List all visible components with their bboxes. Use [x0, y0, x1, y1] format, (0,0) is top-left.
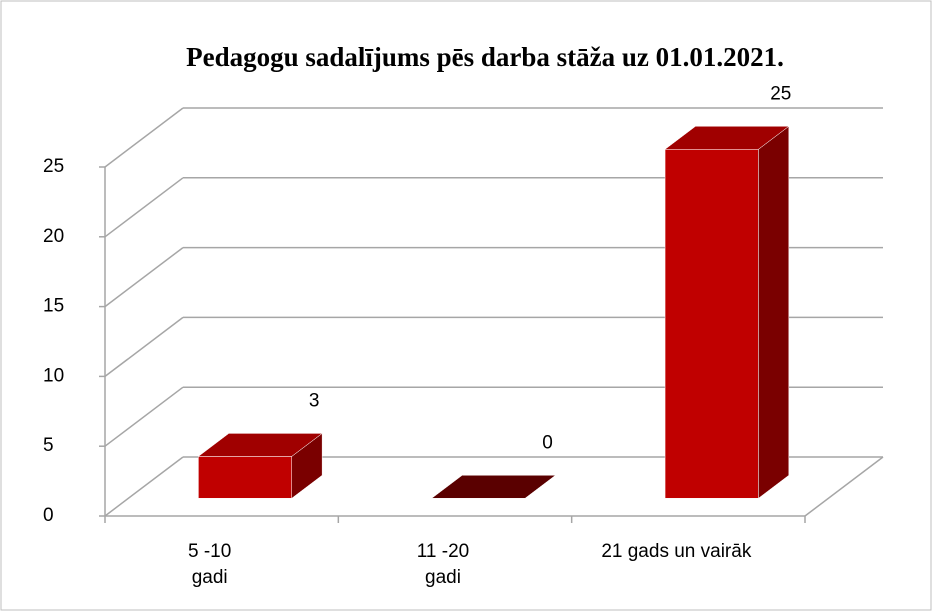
- y-tick-label: 15: [43, 296, 64, 317]
- x-tick-label: 21 gads un vairāk: [601, 541, 751, 562]
- grid-line-side: [104, 107, 184, 168]
- bar-front: [198, 456, 292, 499]
- bar-front: [664, 149, 759, 499]
- y-tick-label: 5: [43, 435, 54, 456]
- grid-line-side: [104, 316, 184, 377]
- bar-top: [197, 433, 323, 457]
- y-tick-label: 20: [43, 226, 64, 247]
- grid-line-side: [104, 386, 184, 447]
- bar-side: [758, 125, 790, 499]
- floor-right: [804, 456, 884, 517]
- x-tick-label: 11 -20 gadi: [417, 541, 469, 588]
- y-tick-label: 0: [43, 505, 54, 526]
- data-label: 3: [309, 390, 320, 411]
- data-label: 25: [770, 83, 791, 104]
- grid-line-side: [104, 456, 184, 517]
- grid-line-side: [104, 177, 184, 238]
- y-tick-label: 10: [43, 365, 64, 386]
- x-tick-label: 5 -10 gadi: [188, 541, 231, 588]
- bar-top: [664, 126, 790, 150]
- y-tick-label: 25: [43, 156, 64, 177]
- chart-title: Pedagogu sadalījums pēs darba stāža uz 0…: [186, 42, 784, 72]
- grid-line-side: [104, 247, 184, 308]
- data-label: 0: [542, 432, 553, 453]
- bar-top: [430, 475, 557, 499]
